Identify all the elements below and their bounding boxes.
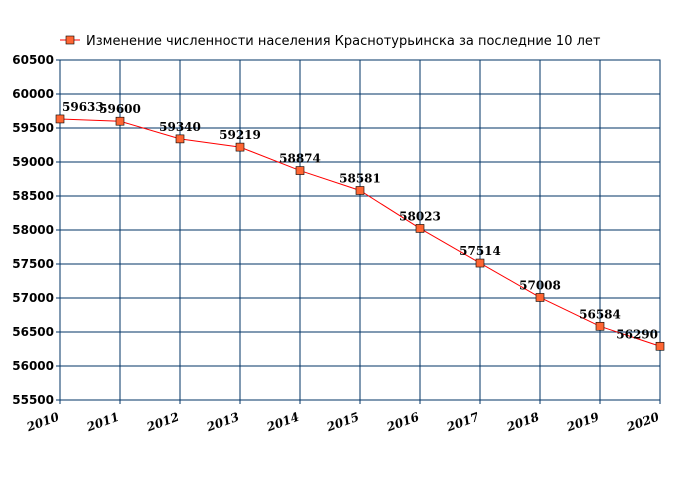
data-point-marker	[535, 293, 545, 302]
data-point-marker	[415, 224, 425, 233]
y-tick-label: 56500	[12, 325, 54, 339]
legend: Изменение численности населения Красноту…	[60, 34, 601, 49]
data-label: 59633	[62, 100, 104, 114]
legend-marker-swatch	[65, 35, 75, 45]
data-point-marker	[235, 142, 245, 152]
x-tick-label: 2012	[144, 410, 181, 435]
x-tick-label: 2020	[624, 409, 662, 434]
data-point-marker	[115, 116, 125, 126]
data-label: 57008	[519, 278, 561, 292]
y-tick-label: 57500	[12, 257, 54, 271]
data-label: 58023	[399, 209, 441, 223]
y-axis-ticks: 55500 56000 56500 57000 57500 58000 58500 59000…	[12, 53, 54, 407]
data-label: 56584	[579, 307, 621, 321]
x-tick-label: 2015	[324, 410, 361, 435]
data-point-marker	[175, 134, 185, 144]
y-tick-label: 56000	[12, 359, 54, 373]
y-tick-label: 58500	[12, 189, 54, 203]
x-tick-label: 2014	[264, 410, 301, 435]
x-tick-label: 2016	[384, 409, 422, 434]
data-label: 59219	[219, 128, 261, 142]
y-tick-label: 60000	[12, 87, 54, 101]
x-tick-label: 2010	[24, 409, 62, 434]
y-tick-label: 58000	[12, 223, 54, 237]
x-tick-label: 2017	[444, 409, 482, 434]
data-label: 58581	[339, 171, 381, 185]
data-point-marker	[475, 258, 485, 268]
y-tick-label: 57000	[12, 291, 54, 305]
data-label: 59600	[99, 102, 141, 116]
data-label: 56290	[616, 327, 658, 341]
y-tick-label: 55500	[12, 393, 54, 407]
data-label: 58874	[279, 152, 321, 166]
y-tick-label: 59000	[12, 155, 54, 169]
x-tick-label: 2019	[564, 409, 602, 434]
data-point-marker	[355, 186, 365, 195]
data-point-marker	[655, 341, 665, 351]
x-tick-label: 2013	[204, 410, 241, 435]
data-label: 57514	[459, 244, 501, 258]
data-label: 59340	[159, 120, 201, 134]
x-tick-label: 2018	[504, 409, 542, 434]
x-axis-ticks: 2010 2011 2012 2013 2014 2015 2016 2017 2018 2019…	[24, 409, 662, 434]
data-point-marker	[55, 114, 65, 124]
series-markers	[55, 114, 665, 351]
data-point-marker	[595, 321, 605, 331]
data-point-marker	[295, 166, 305, 175]
x-tick-label: 2011	[84, 410, 121, 435]
y-tick-label: 59500	[12, 121, 54, 135]
y-tick-label: 60500	[12, 53, 54, 67]
legend-label: Изменение численности населения Красноту…	[86, 34, 601, 49]
